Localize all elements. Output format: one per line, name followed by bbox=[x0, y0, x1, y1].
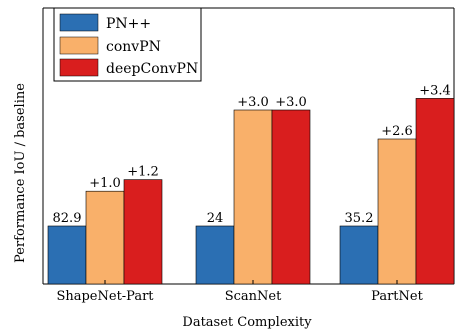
bar-scannet-deepconvpn bbox=[271, 109, 311, 285]
legend-label-pn: PN++ bbox=[106, 16, 151, 32]
bar-labels-group: 82.9 +1.0 +1.2 24 +3.0 +3.0 35.2 +2.6 +3.4 bbox=[53, 83, 451, 226]
x-ticks-group: ShapeNet-Part ScanNet PartNet bbox=[56, 280, 424, 304]
bar-scannet-convpn bbox=[233, 109, 273, 285]
legend-label-convpn: convPN bbox=[106, 39, 161, 55]
bars-group bbox=[47, 98, 455, 285]
x-tick-label: ShapeNet-Part bbox=[56, 289, 154, 304]
bar-shapenet-part-deepconvpn bbox=[123, 179, 163, 285]
legend-swatch-deepconvpn bbox=[59, 58, 99, 77]
y-axis-label: Performance IoU / baseline bbox=[13, 83, 28, 263]
legend-swatch-pn bbox=[59, 13, 99, 32]
bar-shapenet-part-convpn bbox=[85, 190, 125, 285]
legend: PN++ convPN deepConvPN bbox=[53, 7, 202, 82]
x-tick-label: PartNet bbox=[371, 289, 423, 304]
bar-value-label: +1.0 bbox=[89, 176, 121, 191]
bar-partnet-deepconvpn bbox=[415, 98, 455, 285]
bar-value-label: +3.0 bbox=[237, 95, 269, 110]
bar-value-label: +3.0 bbox=[275, 95, 307, 110]
bar-value-label: +3.4 bbox=[419, 83, 451, 98]
x-tick-label: ScanNet bbox=[225, 289, 282, 304]
bar-value-label: 35.2 bbox=[345, 211, 374, 226]
bar-scannet-pn bbox=[195, 225, 235, 285]
bar-value-label: +1.2 bbox=[127, 165, 159, 180]
bar-partnet-convpn bbox=[377, 138, 417, 285]
x-axis-label: Dataset Complexity bbox=[182, 315, 312, 330]
bar-shapenet-part-pn bbox=[47, 225, 87, 285]
bar-value-label: 82.9 bbox=[53, 211, 82, 226]
bar-partnet-pn bbox=[339, 225, 379, 285]
bar-value-label: 24 bbox=[207, 211, 224, 226]
legend-label-deepconvpn: deepConvPN bbox=[106, 61, 198, 77]
legend-swatch-convpn bbox=[59, 36, 99, 55]
bar-value-label: +2.6 bbox=[381, 124, 413, 139]
